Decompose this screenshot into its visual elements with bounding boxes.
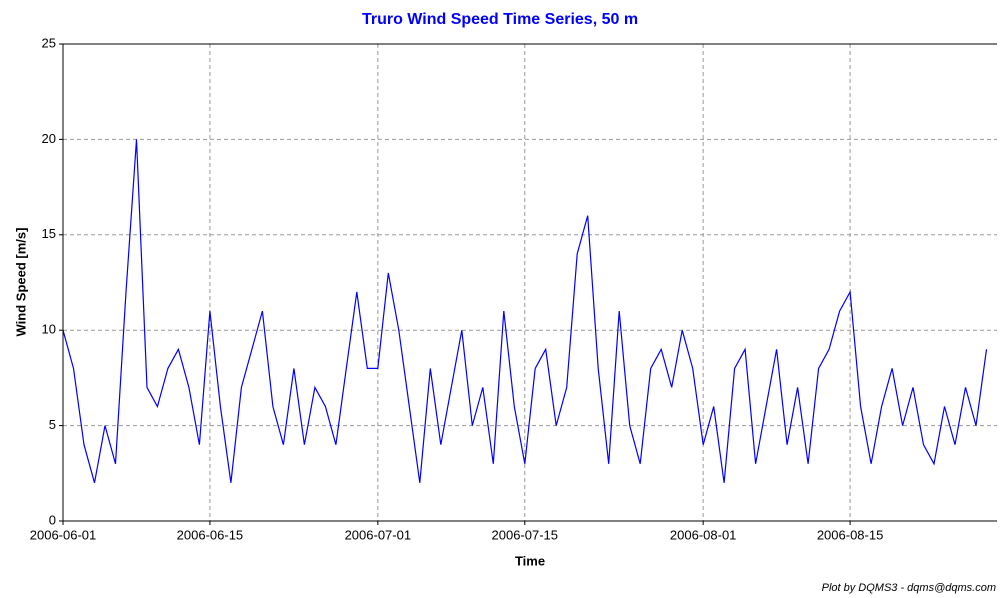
y-tick-label: 10 [42,322,56,337]
y-tick-label: 0 [49,512,56,527]
x-axis-label: Time [515,553,545,568]
x-tick-label: 2006-06-01 [30,527,97,542]
chart-title: Truro Wind Speed Time Series, 50 m [362,11,638,28]
x-tick-label: 2006-06-15 [177,527,244,542]
x-tick-label: 2006-07-15 [492,527,559,542]
y-axis-label: Wind Speed [m/s] [13,228,28,337]
y-tick-label: 5 [49,417,56,432]
x-tick-label: 2006-08-15 [817,527,884,542]
data-line [62,139,988,483]
y-tick-label: 20 [42,131,56,146]
x-tick-label: 2006-07-01 [345,527,412,542]
x-tick-label: 2006-08-01 [670,527,737,542]
footer: Plot by DQMS3 - dqms@dqms.com [822,582,996,594]
y-tick-label: 15 [42,226,56,241]
y-tick-label: 25 [42,35,56,50]
plot-area [63,44,997,521]
